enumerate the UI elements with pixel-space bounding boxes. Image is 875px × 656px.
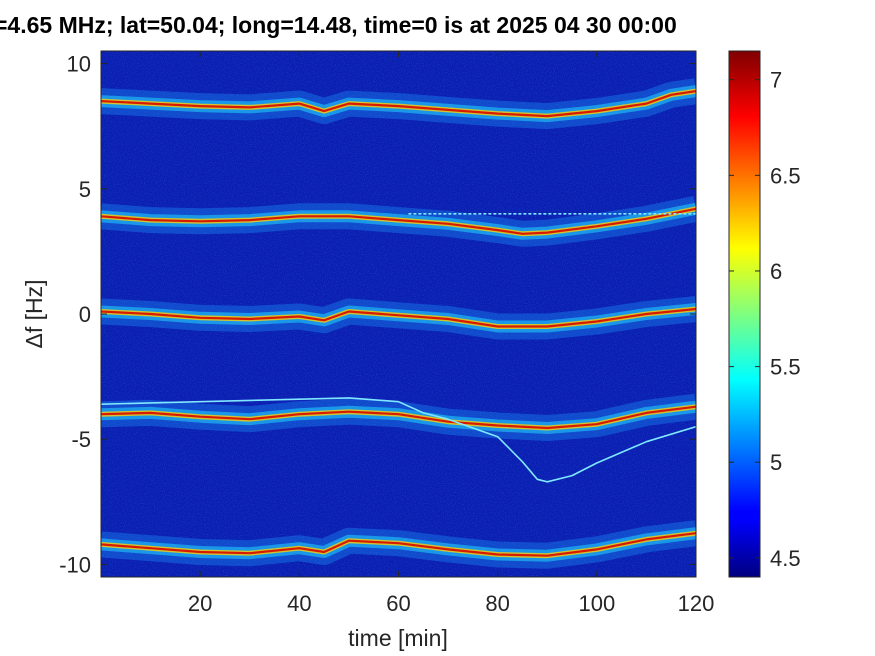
y-tick-label: 5 <box>79 177 91 202</box>
trace-1 <box>101 397 696 483</box>
x-axis: 20 40 60 80 100 120 <box>188 51 714 616</box>
x-tick-label: 40 <box>287 591 311 616</box>
y-tick-label: -5 <box>71 427 91 452</box>
y-tick-label: 0 <box>79 302 91 327</box>
colorbar-tick-label: 5.5 <box>770 355 801 380</box>
colorbar-ticks: 4.5 5 5.5 6 6.5 7 <box>729 68 801 571</box>
band-1-ridge <box>101 207 696 235</box>
x-tick-label: 120 <box>678 591 715 616</box>
band-4-ridge <box>101 532 696 557</box>
signal-bands <box>101 78 696 569</box>
y-axis: 10 5 0 -5 -10 <box>59 52 696 577</box>
y-axis-label: Δf [Hz] <box>21 279 47 348</box>
colorbar-tick-label: 6.5 <box>770 163 801 188</box>
colorbar-tick-label: 4.5 <box>770 546 801 571</box>
colorbar-tick-label: 7 <box>770 68 782 93</box>
signal-traces <box>101 213 696 483</box>
colorbar-tick-label: 5 <box>770 450 782 475</box>
x-tick-label: 80 <box>485 591 509 616</box>
chart-title: =4.65 MHz; lat=50.04; long=14.48, time=0… <box>0 12 677 38</box>
x-axis-label: time [min] <box>348 625 448 651</box>
y-tick-label: -10 <box>59 552 91 577</box>
x-tick-label: 20 <box>188 591 212 616</box>
band-2-ridge <box>101 307 696 328</box>
x-tick-label: 100 <box>578 591 615 616</box>
x-tick-label: 60 <box>386 591 410 616</box>
band-0-ridge <box>101 90 696 118</box>
band-3-ridge <box>101 405 696 430</box>
colorbar <box>728 50 761 578</box>
colorbar-tick-label: 6 <box>770 259 782 284</box>
y-tick-label: 10 <box>67 52 91 77</box>
